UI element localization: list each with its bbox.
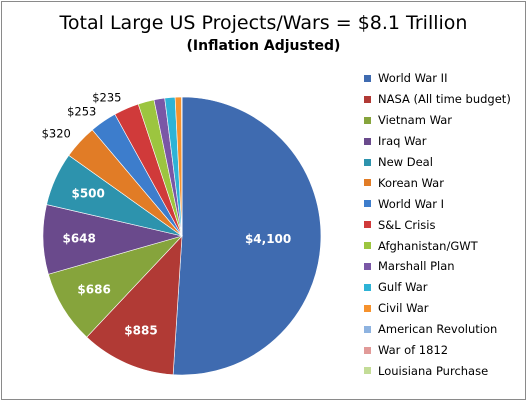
- legend-item: World War II: [364, 68, 524, 89]
- pie-slice-1: [86, 235, 183, 376]
- chart-title: Total Large US Projects/Wars = $8.1 Tril…: [59, 12, 468, 34]
- legend-item: Marshall Plan: [364, 256, 524, 277]
- legend-swatch: [364, 95, 371, 103]
- legend-label: Louisiana Purchase: [378, 363, 489, 378]
- legend-item: Korean War: [364, 172, 524, 193]
- slice-label-2: $686: [77, 283, 110, 297]
- legend-swatch: [364, 74, 371, 82]
- slice-label-0: $4,100: [245, 232, 291, 246]
- slice-label-7: $235: [92, 91, 121, 105]
- slice-label-1: $885: [124, 323, 157, 337]
- legend-swatch: [364, 158, 371, 166]
- slice-label-4: $500: [71, 187, 104, 201]
- slice-label-6: $253: [67, 105, 96, 119]
- legend-swatch: [364, 242, 371, 250]
- legend-label: World War I: [378, 196, 445, 211]
- legend-item: S&L Crisis: [364, 214, 524, 235]
- legend-swatch: [364, 367, 371, 375]
- legend-swatch: [364, 262, 371, 270]
- legend-label: Iraq War: [378, 134, 427, 149]
- pie-slice-0: [172, 96, 322, 376]
- legend: World War II NASA (All time budget) Vietna…: [364, 68, 524, 381]
- legend-item: Civil War: [364, 298, 524, 319]
- legend-item: American Revolution: [364, 319, 524, 340]
- legend-label: Vietnam War: [378, 113, 452, 128]
- legend-label: S&L Crisis: [378, 217, 436, 232]
- legend-item: War of 1812: [364, 340, 524, 361]
- legend-swatch: [364, 200, 371, 208]
- legend-swatch: [364, 116, 371, 124]
- legend-label: Afghanistan/GWT: [378, 238, 478, 253]
- slice-label-5: $320: [42, 127, 71, 141]
- legend-label: NASA (All time budget): [378, 92, 511, 107]
- legend-item: Louisiana Purchase: [364, 360, 524, 381]
- chart-subtitle: (Inflation Adjusted): [186, 38, 341, 54]
- legend-swatch: [364, 221, 371, 229]
- legend-label: Korean War: [378, 175, 444, 190]
- legend-item: Gulf War: [364, 277, 524, 298]
- legend-label: American Revolution: [378, 322, 498, 337]
- legend-swatch: [364, 304, 371, 312]
- legend-label: World War II: [378, 71, 448, 86]
- legend-item: Iraq War: [364, 131, 524, 152]
- legend-swatch: [364, 283, 371, 291]
- slice-label-3: $648: [62, 232, 95, 246]
- legend-swatch: [364, 325, 371, 333]
- legend-swatch: [364, 179, 371, 187]
- legend-label: War of 1812: [378, 343, 449, 358]
- legend-item: NASA (All time budget): [364, 89, 524, 110]
- legend-label: Marshall Plan: [378, 259, 455, 274]
- legend-label: Civil War: [378, 301, 429, 316]
- legend-label: Gulf War: [378, 280, 428, 295]
- legend-swatch: [364, 137, 371, 145]
- legend-item: Afghanistan/GWT: [364, 235, 524, 256]
- legend-item: New Deal: [364, 152, 524, 173]
- legend-item: World War I: [364, 193, 524, 214]
- legend-swatch: [364, 346, 371, 354]
- legend-label: New Deal: [378, 155, 433, 169]
- legend-item: Vietnam War: [364, 110, 524, 131]
